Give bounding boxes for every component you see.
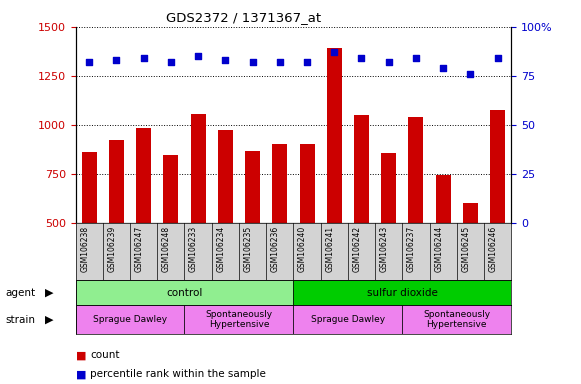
Text: GSM106238: GSM106238 [80, 225, 89, 272]
Bar [381, 153, 396, 321]
Point [84, 59, 94, 65]
Text: sulfur dioxide: sulfur dioxide [367, 288, 437, 298]
Text: Spontaneously
Hypertensive: Spontaneously Hypertensive [205, 310, 272, 329]
Point [411, 55, 421, 61]
Point [275, 59, 285, 65]
Text: GSM106241: GSM106241 [325, 225, 334, 272]
Text: ▶: ▶ [45, 288, 53, 298]
Text: GSM106239: GSM106239 [107, 225, 116, 272]
Text: GSM106243: GSM106243 [380, 225, 389, 272]
Text: Spontaneously
Hypertensive: Spontaneously Hypertensive [423, 310, 490, 329]
Text: percentile rank within the sample: percentile rank within the sample [90, 369, 266, 379]
Bar [191, 114, 206, 321]
Bar [272, 144, 287, 321]
Point [139, 55, 148, 61]
Text: GSM106244: GSM106244 [434, 225, 443, 272]
Text: GSM106248: GSM106248 [162, 225, 171, 272]
Bar [436, 175, 451, 321]
Text: Sprague Dawley: Sprague Dawley [93, 315, 167, 324]
Point [439, 65, 448, 71]
Text: GSM106236: GSM106236 [271, 225, 280, 272]
Text: ▶: ▶ [45, 314, 53, 325]
Text: control: control [166, 288, 203, 298]
Text: ■: ■ [76, 350, 86, 360]
Point [302, 59, 311, 65]
Text: Sprague Dawley: Sprague Dawley [311, 315, 385, 324]
Point [248, 59, 257, 65]
Bar [402, 305, 511, 334]
Text: GSM106245: GSM106245 [461, 225, 471, 272]
Point [466, 71, 475, 77]
Bar [300, 144, 314, 321]
Text: GSM106233: GSM106233 [189, 225, 198, 272]
Bar [463, 203, 478, 321]
Bar [82, 152, 96, 321]
Point [193, 53, 203, 59]
Bar [76, 280, 293, 305]
Point [384, 59, 393, 65]
Bar [109, 141, 124, 321]
Point [329, 49, 339, 55]
Bar [490, 110, 505, 321]
Point [221, 57, 230, 63]
Text: GSM106235: GSM106235 [243, 225, 253, 272]
Bar [245, 151, 260, 321]
Text: agent: agent [6, 288, 36, 298]
Text: ■: ■ [76, 369, 86, 379]
Bar [354, 115, 369, 321]
Text: count: count [90, 350, 120, 360]
Bar [408, 117, 424, 321]
Text: GSM106237: GSM106237 [407, 225, 416, 272]
Text: GSM106247: GSM106247 [135, 225, 144, 272]
Text: GSM106240: GSM106240 [298, 225, 307, 272]
Bar [327, 48, 342, 321]
Bar [218, 130, 233, 321]
Text: GSM106242: GSM106242 [353, 225, 361, 272]
Bar [163, 155, 178, 321]
Point [493, 55, 503, 61]
Bar [293, 305, 402, 334]
Bar [293, 280, 511, 305]
Text: strain: strain [6, 314, 36, 325]
Point [166, 59, 175, 65]
Point [112, 57, 121, 63]
Bar [76, 305, 185, 334]
Text: GDS2372 / 1371367_at: GDS2372 / 1371367_at [167, 12, 321, 25]
Text: GSM106234: GSM106234 [216, 225, 225, 272]
Text: GSM106246: GSM106246 [489, 225, 498, 272]
Bar [185, 305, 293, 334]
Point [357, 55, 366, 61]
Bar [136, 128, 151, 321]
